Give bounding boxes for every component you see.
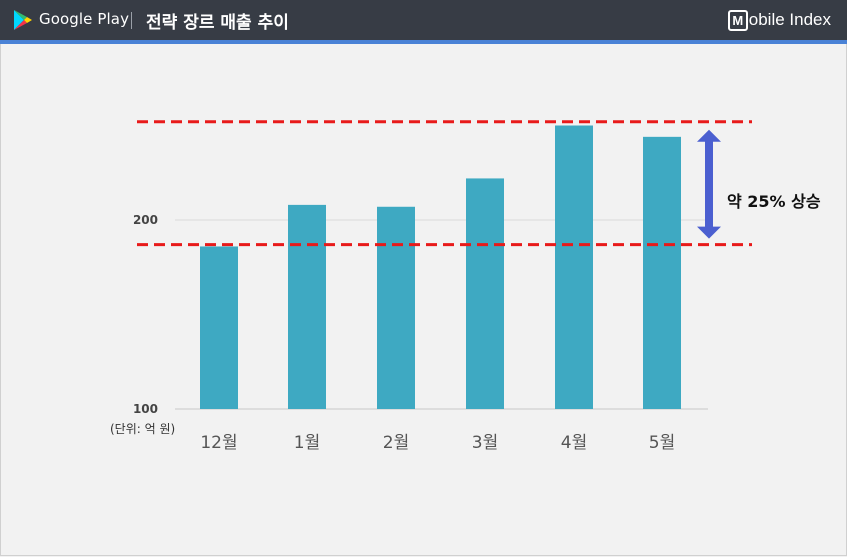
bar-4월 (555, 125, 593, 409)
x-tick-label: 1월 (294, 433, 320, 453)
increase-annotation: 약 25% 상승 (727, 192, 821, 211)
mobile-index-logo: M obile Index (727, 9, 831, 31)
bar-3월 (466, 178, 504, 409)
x-tick-label: 12월 (200, 433, 237, 453)
y-tick-label: 200 (133, 213, 158, 227)
header-bar: Google Play 전략 장르 매출 추이 M obile Index (0, 0, 847, 40)
x-tick-label: 3월 (472, 433, 498, 453)
mobile-index-logo-text: obile Index (748, 10, 831, 29)
double-arrow-icon (697, 129, 721, 239)
bar-1월 (288, 204, 326, 409)
chart-panel (0, 44, 847, 556)
mobile-index-logo-mark: M (727, 9, 748, 31)
header-divider (131, 12, 132, 29)
google-play-icon (14, 10, 32, 30)
x-tick-label: 5월 (649, 433, 675, 453)
header-accent-line (0, 40, 847, 44)
bar-12월 (200, 246, 238, 409)
bar-5월 (643, 136, 681, 409)
google-play-label: Google Play (39, 10, 130, 28)
unit-label: (단위: 억 원) (110, 422, 176, 436)
bar-2월 (377, 206, 415, 409)
x-tick-label: 2월 (383, 433, 409, 453)
page-title: 전략 장르 매출 추이 (146, 13, 289, 33)
x-tick-label: 4월 (561, 433, 587, 453)
y-tick-label: 100 (133, 402, 158, 416)
